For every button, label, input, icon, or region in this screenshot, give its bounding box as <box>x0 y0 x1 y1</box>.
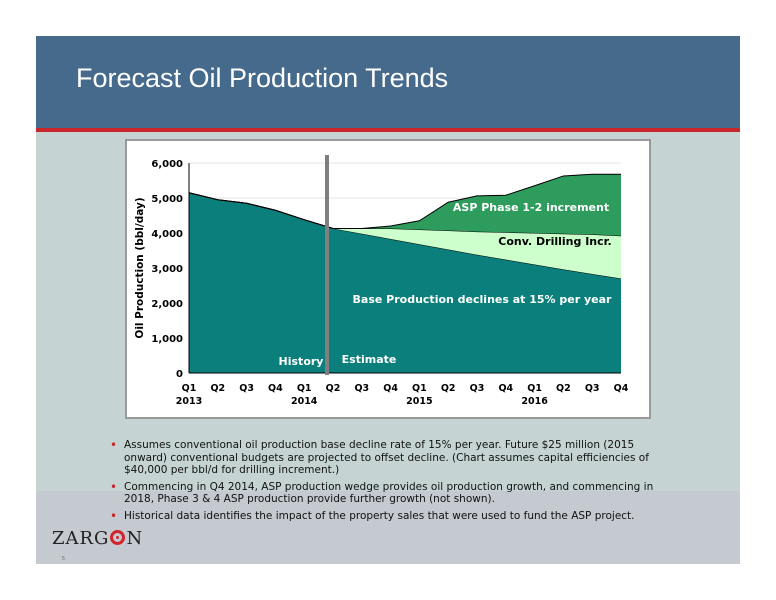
y-tick-label: 3,000 <box>151 264 183 275</box>
x-year-label: 2016 <box>521 396 548 407</box>
zargon-logo: ZARG N <box>52 528 143 549</box>
series-label-0: Base Production declines at 15% per year <box>353 293 613 306</box>
title-bar: Forecast Oil Production Trends <box>36 36 740 128</box>
labels: 0 1,000 2,000 3,000 4,000 5,000 6,000 Q1 Q2 Q3 Q4 Q… <box>134 159 629 407</box>
x-tick-label: Q2 <box>556 383 571 394</box>
chart-frame: 0 1,000 2,000 3,000 4,000 5,000 6,000 Q1 Q2 Q3 Q4 Q… <box>125 139 651 419</box>
x-tick-label: Q4 <box>268 383 283 394</box>
title-divider <box>36 128 740 132</box>
x-tick-label: Q4 <box>614 383 629 394</box>
x-tick-label: Q2 <box>210 383 225 394</box>
series-area-2 <box>189 174 621 236</box>
y-tick-label: 1,000 <box>151 334 183 345</box>
x-tick-label: Q3 <box>470 383 485 394</box>
x-tick-label: Q1 <box>297 383 312 394</box>
bullet-item: Commencing in Q4 2014, ASP production we… <box>106 481 666 506</box>
series-label-1: Conv. Drilling Incr. <box>498 235 611 248</box>
x-tick-label: Q1 <box>182 383 197 394</box>
series-edge-2 <box>188 173 621 229</box>
annotation-estimate: Estimate <box>342 353 397 366</box>
x-year-label: 2013 <box>176 396 202 407</box>
x-tick-label: Q3 <box>239 383 254 394</box>
axes <box>188 155 621 375</box>
logo-o-icon <box>110 530 126 545</box>
x-tick-label: Q4 <box>383 383 398 394</box>
slide: Forecast Oil Production Trends 0 1,000 2,0… <box>36 36 740 564</box>
y-tick-label: 4,000 <box>151 229 183 240</box>
x-tick-label: Q3 <box>585 383 600 394</box>
bullet-item: Assumes conventional oil production base… <box>106 439 666 477</box>
series-label-2: ASP Phase 1-2 increment <box>453 201 609 214</box>
x-tick-label: Q2 <box>441 383 456 394</box>
page-title: Forecast Oil Production Trends <box>76 63 449 93</box>
y-axis-title: Oil Production (bbl/day) <box>134 197 146 338</box>
bullet-list: Assumes conventional oil production base… <box>106 439 666 526</box>
logo-text-start: ZARG <box>52 528 110 549</box>
y-tick-label: 2,000 <box>151 299 183 310</box>
x-tick-label: Q3 <box>354 383 369 394</box>
bullet-item: Historical data identifies the impact of… <box>106 510 666 523</box>
series-area-1 <box>189 192 621 279</box>
production-chart: 0 1,000 2,000 3,000 4,000 5,000 6,000 Q1 Q2 Q3 Q4 Q… <box>134 155 629 407</box>
x-year-label: 2015 <box>406 396 432 407</box>
x-tick-label: Q1 <box>412 383 427 394</box>
x-year-label: 2014 <box>291 396 318 407</box>
x-tick-label: Q4 <box>498 383 513 394</box>
page-number: 5 <box>62 556 65 562</box>
y-tick-label: 0 <box>176 369 183 380</box>
annotation-history: History <box>279 355 324 368</box>
series-areas <box>188 173 622 373</box>
series-area-0 <box>189 192 621 373</box>
logo-text-end: N <box>126 528 144 549</box>
y-tick-label: 5,000 <box>151 194 183 205</box>
x-tick-label: Q2 <box>326 383 341 394</box>
y-tick-label: 6,000 <box>151 159 183 170</box>
x-tick-label: Q1 <box>527 383 542 394</box>
